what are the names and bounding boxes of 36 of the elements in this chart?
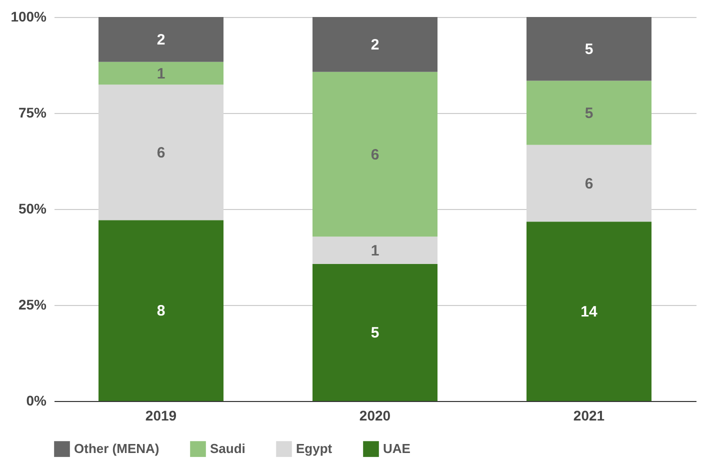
annotation: 5: [370, 324, 380, 342]
bar: [98, 17, 224, 62]
annotation: 14: [580, 303, 598, 320]
annotation: 1: [370, 242, 380, 260]
bar: [312, 236, 438, 264]
bar: [98, 62, 224, 85]
bar: [526, 144, 652, 222]
x-tick-label: 2019: [145, 408, 177, 424]
x-tick-label: 2020: [359, 408, 391, 424]
annotation: 2: [156, 31, 166, 48]
bar: [98, 220, 224, 401]
bar: [312, 72, 438, 237]
y-tick-label: 0%: [26, 392, 48, 408]
legend-label: Egypt: [296, 441, 333, 456]
y-tick-label: 50%: [18, 200, 48, 216]
y-tick-label: 100%: [10, 8, 48, 24]
x-tick-label: 2021: [573, 408, 605, 424]
annotation: 6: [156, 144, 166, 162]
bar: [98, 84, 224, 220]
bar: [526, 222, 652, 401]
annotation: 1: [156, 65, 166, 82]
annotation: 5: [584, 40, 594, 58]
y-tick-label: 75%: [18, 104, 48, 120]
legend-label: Other (MENA): [74, 441, 160, 456]
bar: [312, 17, 438, 72]
annotation: 6: [584, 175, 594, 192]
bar: [526, 80, 652, 145]
bar: [526, 17, 652, 81]
legend-label: Saudi: [210, 441, 246, 456]
annotation: 2: [370, 36, 380, 54]
y-tick-label: 25%: [18, 296, 48, 312]
annotation: 8: [156, 302, 166, 320]
bar: [312, 264, 438, 401]
annotation: 5: [584, 104, 594, 122]
legend-label: UAE: [383, 441, 411, 456]
annotation: 6: [370, 146, 380, 164]
